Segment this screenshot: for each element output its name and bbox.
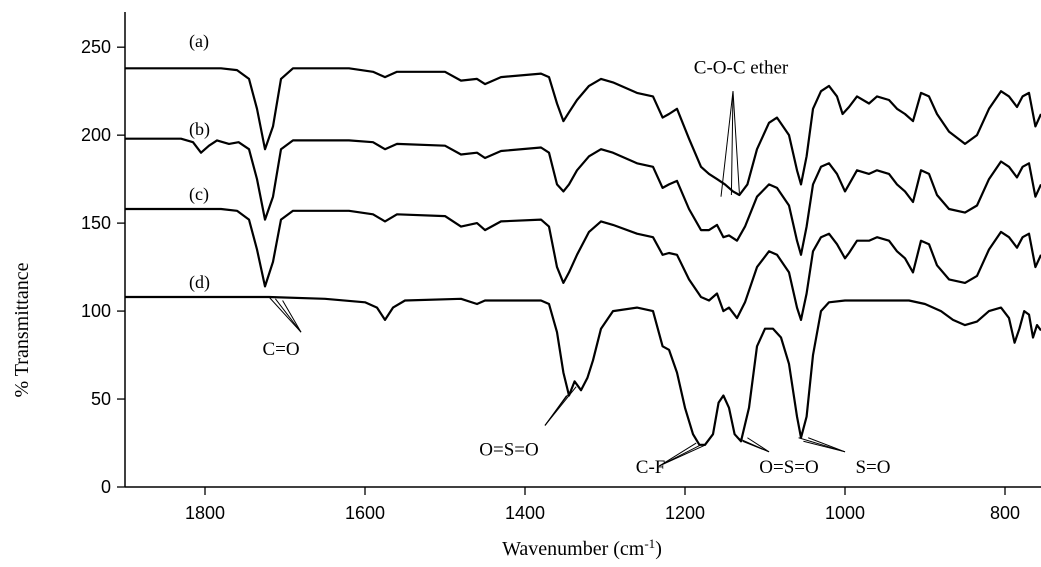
annotation-arrow — [659, 444, 707, 467]
annotation-arrow — [730, 91, 734, 195]
x-axis: 1800 1600 1400 1200 1000 800 — [185, 487, 1020, 523]
series-layer — [125, 67, 1041, 446]
annotation-arrow — [268, 296, 302, 333]
x-axis-label-superscript: -1 — [644, 536, 655, 551]
annotation-label: O=S=O — [759, 457, 818, 478]
y-tick-label: 0 — [101, 477, 111, 497]
annotation-arrow — [808, 437, 846, 453]
annotation-arrow — [732, 91, 740, 194]
annotation-arrow — [720, 91, 734, 197]
y-tick-label: 150 — [81, 213, 111, 233]
x-tick-label: 1800 — [185, 503, 225, 523]
annotation-arrow — [803, 440, 846, 453]
annotation-label: C=O — [262, 339, 299, 360]
annotation-arrow — [659, 442, 697, 467]
x-tick-label: 1200 — [665, 503, 705, 523]
series-line-d — [125, 295, 1041, 446]
series-label-layer: (a) (b) (c) (d) — [189, 31, 210, 293]
series-line-c — [125, 207, 1041, 321]
series-label-a: (a) — [189, 31, 209, 52]
annotation-layer: C=O C-O-C ether O=S=O C-F O=S=O S=O — [262, 58, 890, 478]
annotation-label: S=O — [855, 457, 890, 478]
annotation-label: C-F — [636, 457, 666, 478]
x-tick-label: 1400 — [505, 503, 545, 523]
annotation-arrow — [282, 300, 302, 333]
x-tick-label: 1000 — [825, 503, 865, 523]
y-axis: 0 50 100 150 200 250 — [81, 37, 125, 497]
series-label-b: (b) — [189, 119, 210, 140]
y-tick-label: 250 — [81, 37, 111, 57]
annotation-label: C-O-C ether — [694, 58, 789, 79]
x-tick-label: 800 — [990, 503, 1020, 523]
annotation-arrow — [544, 386, 577, 426]
y-tick-label: 50 — [91, 389, 111, 409]
annotation-arrow — [742, 440, 770, 453]
y-tick-label: 200 — [81, 125, 111, 145]
annotation-arrow — [747, 437, 770, 453]
series-label-c: (c) — [189, 184, 209, 205]
series-line-a — [125, 67, 1041, 197]
x-axis-label-close: ) — [655, 538, 662, 560]
y-axis-label: % Transmittance — [11, 262, 33, 397]
series-label-d: (d) — [189, 272, 210, 293]
plot-frame — [124, 12, 1041, 488]
annotation-arrow — [275, 298, 302, 333]
y-tick-label: 100 — [81, 301, 111, 321]
x-axis-label: Wavenumber (cm-1) — [502, 536, 662, 561]
x-axis-label-main: Wavenumber (cm — [502, 538, 645, 560]
annotation-label: O=S=O — [479, 439, 538, 460]
series-line-b — [125, 137, 1041, 256]
x-tick-label: 1600 — [345, 503, 385, 523]
